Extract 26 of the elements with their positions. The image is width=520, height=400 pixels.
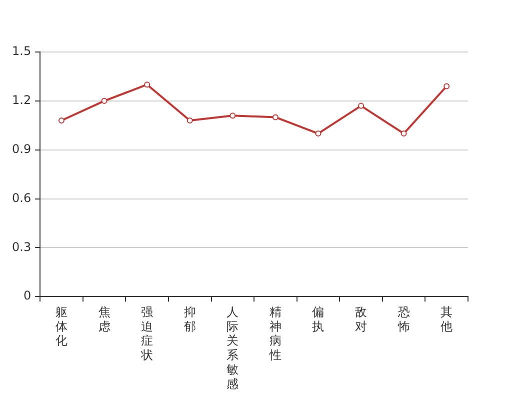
point <box>144 82 150 88</box>
x-tick-label: 抑郁 <box>184 304 196 334</box>
point <box>58 117 64 124</box>
y-tick-label: 0.6 <box>12 190 32 205</box>
y-tick-label: 0.9 <box>12 142 32 156</box>
y-tick-label: 1.5 <box>12 44 32 58</box>
point <box>272 114 278 120</box>
x-tick-label: 敌对 <box>355 304 368 334</box>
point <box>230 112 236 119</box>
y-tick-label: 0 <box>23 288 32 303</box>
x-tick-label: 偏执 <box>312 304 324 334</box>
x-tick-label: 人际关系敏感 <box>226 304 239 391</box>
point <box>358 102 364 109</box>
y-tick-label: 1.2 <box>12 93 32 108</box>
x-tick-label: 焦虑 <box>98 304 110 334</box>
y-tick-label: 0.3 <box>12 240 32 254</box>
point <box>400 130 407 137</box>
x-tick-label: 精神病性 <box>268 304 282 362</box>
point <box>186 117 193 124</box>
point <box>315 130 322 137</box>
x-tick-label: 躯体化 <box>55 304 68 348</box>
point <box>444 83 450 90</box>
point <box>101 98 108 104</box>
x-tick-label: 强迫症状 <box>140 304 154 362</box>
x-tick-label: 其他 <box>440 304 453 334</box>
x-tick-label: 恐怖 <box>396 304 410 334</box>
